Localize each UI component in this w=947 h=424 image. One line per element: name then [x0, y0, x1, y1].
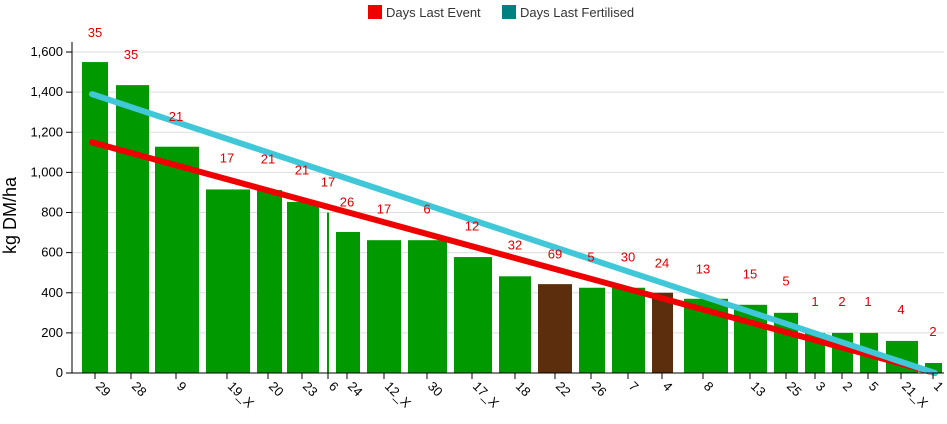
x-tick-label-28: 28 — [129, 379, 150, 400]
y-tick-label: 1,000 — [30, 164, 63, 179]
trend-line-days-last-event — [89, 139, 938, 376]
x-tick-label-17-x: 17_X — [470, 379, 502, 411]
data-label-22: 69 — [548, 247, 562, 262]
bar-22[interactable] — [538, 284, 572, 373]
data-label-9: 21 — [169, 109, 183, 124]
bars — [82, 62, 942, 373]
data-label-21-x: 4 — [897, 302, 904, 317]
bar-30[interactable] — [408, 240, 447, 373]
x-tick-label-8: 8 — [701, 379, 717, 395]
x-tick-label-29: 29 — [93, 379, 114, 400]
y-axis: 0 200 400 600 800 1,000 1,200 1,400 1,600 — [30, 42, 73, 380]
x-tick-label-25: 25 — [784, 379, 805, 400]
bar-23[interactable] — [287, 201, 319, 373]
y-tick-label: 800 — [41, 205, 63, 220]
bar-17-x[interactable] — [454, 257, 492, 373]
y-tick-label: 0 — [56, 365, 63, 380]
x-tick-label-26: 26 — [589, 379, 610, 400]
x-tick-label-30: 30 — [425, 379, 446, 400]
x-tick-label-20: 20 — [266, 379, 287, 400]
bar-12-x[interactable] — [367, 240, 401, 373]
data-label-6: 17 — [321, 174, 335, 189]
bar-29[interactable] — [82, 62, 108, 373]
legend-swatch-days-last-fertilised — [502, 5, 516, 19]
data-label-8: 13 — [696, 262, 710, 277]
bar-9[interactable] — [155, 146, 199, 373]
bar-4[interactable] — [652, 292, 673, 373]
bar-1[interactable] — [925, 362, 942, 373]
data-label-1: 2 — [929, 324, 936, 339]
bar-26[interactable] — [579, 287, 605, 373]
y-tick-label: 1,200 — [30, 124, 63, 139]
trend-lines — [89, 91, 938, 376]
x-tick-label-24: 24 — [345, 379, 366, 400]
data-label-3: 1 — [811, 294, 818, 309]
bar-6[interactable] — [327, 212, 329, 373]
bar-24[interactable] — [336, 231, 360, 373]
x-tick-label-9: 9 — [174, 379, 190, 395]
x-tick-label-19-x: 19_X — [225, 379, 257, 411]
y-tick-label: 200 — [41, 325, 63, 340]
data-label-28: 35 — [124, 47, 138, 62]
data-label-20: 21 — [261, 151, 275, 166]
data-label-24: 26 — [340, 194, 354, 209]
legend-label-days-last-event[interactable]: Days Last Event — [386, 5, 481, 20]
data-label-12-x: 17 — [377, 202, 391, 217]
data-label-25: 5 — [782, 274, 789, 289]
bar-28[interactable] — [116, 85, 149, 373]
data-label-13: 15 — [743, 267, 757, 282]
x-tick-label-2: 2 — [840, 379, 856, 395]
x-tick-label-4: 4 — [660, 379, 676, 395]
legend-swatch-days-last-event — [368, 5, 382, 19]
trend-line-days-last-fertilised — [89, 91, 938, 376]
x-tick-label-12-x: 12_X — [382, 379, 414, 411]
bar-19-x[interactable] — [206, 189, 250, 373]
data-label-23: 21 — [295, 162, 309, 177]
x-tick-label-22: 22 — [553, 379, 574, 400]
y-tick-label: 1,400 — [30, 84, 63, 99]
data-label-5: 1 — [864, 294, 871, 309]
data-label-7: 30 — [621, 250, 635, 265]
y-axis-title: kg DM/ha — [0, 176, 20, 254]
data-label-2: 2 — [838, 294, 845, 309]
x-tick-label-23: 23 — [300, 379, 321, 400]
x-tick-label-13: 13 — [748, 379, 769, 400]
x-axis: 29 28 9 19_X 20 23 6 24 12_X 30 17_X 18 22 26 7 4 8 13 25 3… — [72, 372, 947, 411]
x-tick-label-3: 3 — [813, 379, 829, 395]
y-tick-label: 1,600 — [30, 44, 63, 59]
y-tick-label: 600 — [41, 245, 63, 260]
x-tick-label-6: 6 — [326, 379, 342, 395]
y-tick-label: 400 — [41, 285, 63, 300]
x-tick-label-21-x: 21_X — [899, 379, 931, 411]
data-label-29: 35 — [88, 25, 102, 40]
data-label-17-x: 12 — [465, 219, 479, 234]
x-tick-label-7: 7 — [626, 379, 642, 395]
data-label-30: 6 — [423, 202, 430, 217]
x-tick-label-1: 1 — [931, 379, 947, 395]
legend-label-days-last-fertilised[interactable]: Days Last Fertilised — [520, 5, 634, 20]
data-label-4: 24 — [655, 256, 669, 271]
bar-18[interactable] — [499, 276, 531, 373]
data-label-18: 32 — [508, 238, 522, 253]
x-tick-label-18: 18 — [513, 379, 534, 400]
legend: Days Last Event Days Last Fertilised — [368, 5, 634, 20]
x-tick-label-5: 5 — [866, 379, 882, 395]
data-label-19-x: 17 — [220, 150, 234, 165]
bar-7[interactable] — [612, 287, 645, 373]
data-label-26: 5 — [587, 250, 594, 265]
bar-20[interactable] — [257, 190, 282, 373]
